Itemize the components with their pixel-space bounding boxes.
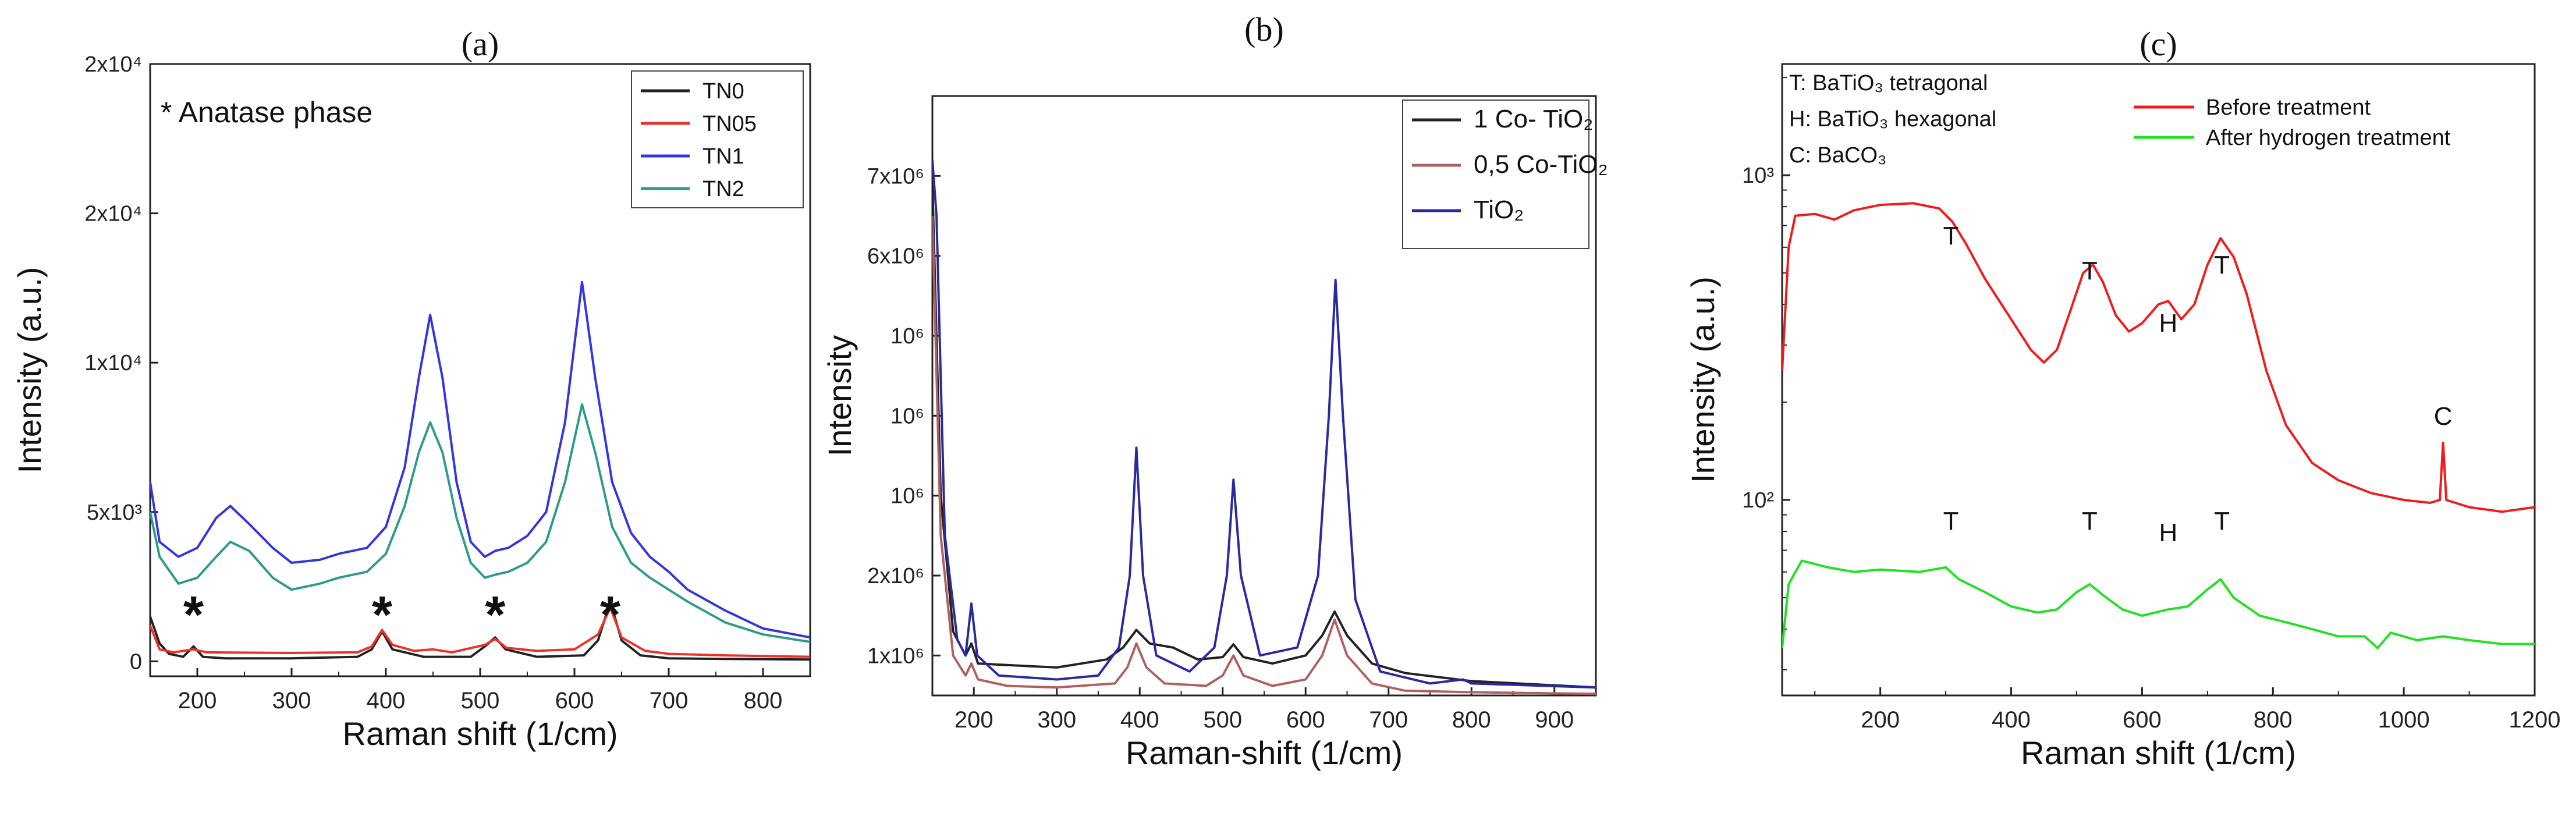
anatase-marker: * (600, 586, 620, 644)
x-tick-label: 400 (1992, 707, 2031, 733)
y-tick-label: 10⁶ (890, 404, 924, 428)
y-tick-label: 10² (1742, 488, 1774, 513)
series-line-3 (150, 281, 810, 639)
x-tick-label: 200 (1861, 707, 1900, 733)
peak-label: T (2082, 257, 2098, 285)
legend-entry: After hydrogen treatment (2206, 126, 2451, 150)
x-tick-label: 800 (1452, 707, 1491, 733)
peak-label: C (2434, 402, 2453, 431)
panel-label: (c) (2139, 25, 2177, 63)
legend-entry: TN05 (702, 112, 757, 136)
panel-label: (b) (1244, 10, 1284, 48)
legend-entry: 0,5 Co-TiO₂ (1474, 150, 1608, 179)
y-tick-label: 5x10³ (87, 500, 142, 525)
series-line-2 (150, 606, 810, 658)
x-axis-label: Raman shift (1/cm) (2021, 734, 2296, 771)
x-tick-label: 400 (1120, 707, 1159, 733)
x-tick-label: 600 (555, 688, 594, 713)
series-group (150, 281, 810, 661)
x-tick-label: 1000 (2378, 707, 2430, 733)
x-tick-label: 200 (178, 688, 217, 713)
legend: Before treatment After hydrogen treatment (2134, 95, 2451, 150)
legend-box (631, 70, 804, 208)
y-tick-label: 2x10⁶ (867, 564, 924, 588)
x-tick-label: 700 (1369, 707, 1408, 733)
x-tick-label: 300 (272, 688, 311, 713)
y-tick-label: 0 (130, 649, 142, 674)
series-line-3 (932, 159, 1596, 689)
anatase-marker: * (485, 586, 505, 644)
y-tick-label: 1x10⁶ (867, 644, 924, 668)
legend-entry: TN2 (702, 177, 744, 201)
plot-frame (1781, 63, 2536, 697)
y-tick-label: 10⁶ (890, 324, 924, 349)
chart-panel-b: (b) 200 300 400 500 600 700 800 900 1x10⁶ 2x10⁶ 10⁶… (821, 10, 1608, 771)
x-tick-label: 800 (2254, 707, 2293, 733)
x-tick-label: 1200 (2509, 707, 2561, 733)
panel-label: (a) (462, 25, 499, 63)
anatase-marker: * (372, 586, 392, 644)
y-axis-label: Intensity (a.u.) (11, 267, 48, 474)
x-tick-label: 500 (461, 688, 500, 713)
x-tick-label: 600 (2123, 707, 2162, 733)
peak-label: T (2214, 507, 2230, 535)
x-axis-label: Raman shift (1/cm) (343, 715, 618, 752)
x-tick-label: 500 (1203, 707, 1242, 733)
x-tick-label: 200 (955, 707, 994, 733)
y-tick-label: 2x10⁴ (84, 52, 142, 77)
phase-key-line: C: BaCO₃ (1789, 143, 1887, 168)
legend-entry: TN0 (702, 79, 744, 104)
y-tick-label: 2x10⁴ (84, 202, 142, 226)
series-line-2 (932, 215, 1596, 695)
x-tick-label: 800 (744, 688, 783, 713)
y-tick-label: 7x10⁶ (867, 164, 924, 189)
y-tick-label: 10⁶ (890, 484, 924, 509)
series-group (932, 159, 1596, 695)
legend-box (1402, 100, 1589, 249)
x-axis-label: Raman-shift (1/cm) (1126, 734, 1403, 771)
legend-entry: TN1 (702, 144, 744, 169)
series-line-2 (1782, 559, 2535, 649)
x-tick-label: 900 (1535, 707, 1574, 733)
y-axis-label: Intensity (821, 335, 858, 457)
series-line-1 (150, 600, 810, 661)
series-group (1782, 202, 2535, 649)
x-tick-label: 600 (1286, 707, 1325, 733)
peak-label: T (2082, 507, 2098, 535)
phase-key-line: H: BaTiO₃ hexagonal (1789, 107, 1996, 132)
peak-label: H (2159, 309, 2177, 338)
y-tick-label: 1x10⁴ (84, 351, 142, 375)
chart-panel-a: (a) 200 300 400 500 600 700 800 0 5x10³ 1x10⁴ 2x10⁴… (11, 25, 811, 752)
series-line-4 (150, 403, 810, 643)
series-line-1 (932, 184, 1596, 689)
phase-key-line: T: BaTiO₃ tetragonal (1789, 71, 1988, 95)
series-line-1 (1782, 202, 2535, 513)
y-tick-label: 10³ (1742, 164, 1774, 188)
legend-entry: 1 Co- TiO₂ (1474, 105, 1593, 133)
peak-label: T (1943, 222, 1959, 250)
x-tick-label: 700 (650, 688, 689, 713)
peak-label: H (2159, 519, 2177, 547)
y-tick-label: 6x10⁶ (867, 244, 924, 269)
legend-entry: TiO₂ (1474, 196, 1524, 224)
anatase-marker: * (183, 586, 204, 644)
legend: 1 Co- TiO₂ 0,5 Co-TiO₂ TiO₂ (1402, 100, 1608, 249)
legend: TN0 TN05 TN1 TN2 (631, 70, 804, 208)
y-axis-label: Intensity (a.u.) (1684, 276, 1721, 483)
legend-entry: Before treatment (2206, 95, 2371, 120)
chart-panel-c: (c) 200 400 600 800 1000 1200 10² 10³ Raman shift… (1684, 25, 2560, 771)
x-tick-label: 300 (1037, 707, 1076, 733)
peak-label: T (2214, 251, 2230, 279)
x-tick-label: 400 (367, 688, 406, 713)
anatase-annotation: * Anatase phase (161, 96, 372, 129)
peak-label: T (1943, 507, 1959, 535)
